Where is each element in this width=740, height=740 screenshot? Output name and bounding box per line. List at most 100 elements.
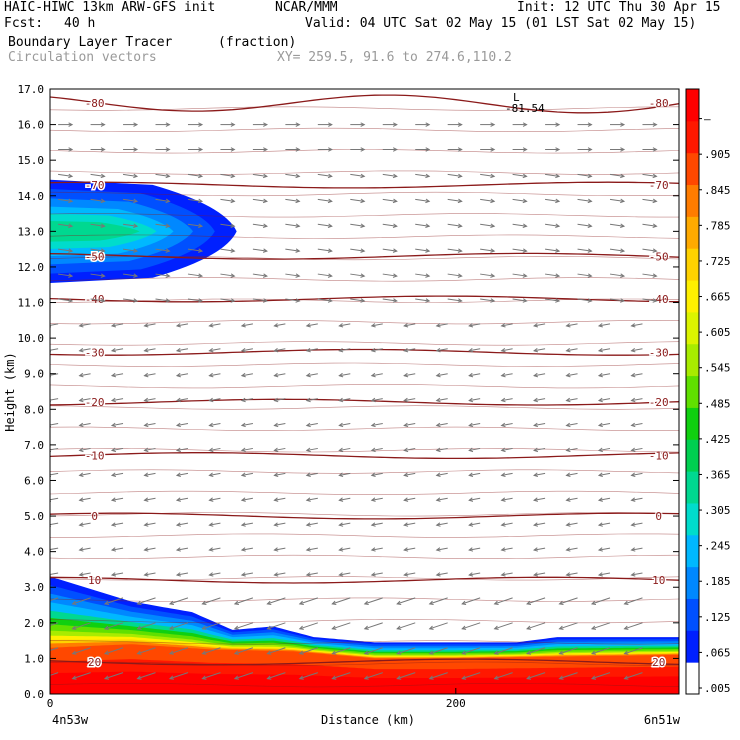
vector-head: [500, 547, 506, 552]
vector-shaft: [494, 597, 513, 605]
vector-shaft: [339, 497, 351, 501]
vector-head: [457, 248, 463, 253]
vector-head: [587, 122, 593, 127]
colorbar-swatch: [686, 280, 699, 313]
vector-shaft: [274, 348, 286, 352]
vector-head: [558, 625, 564, 630]
vector-shaft: [404, 497, 416, 501]
vector-shaft: [306, 398, 318, 402]
vector-shaft: [220, 198, 235, 202]
vector-shaft: [371, 547, 383, 551]
vector-shaft: [274, 423, 286, 427]
vector-head: [233, 600, 239, 605]
vector-shaft: [50, 423, 59, 426]
vector-shaft: [137, 672, 156, 680]
vector-head: [208, 372, 214, 378]
vector-shaft: [501, 572, 513, 576]
vector-head: [295, 173, 301, 179]
vector-shaft: [50, 497, 59, 501]
vector-shaft: [111, 447, 124, 451]
vector-head: [403, 348, 409, 353]
vector-shaft: [598, 547, 611, 551]
vector-head: [165, 173, 171, 179]
vector-shaft: [234, 672, 254, 680]
vector-head: [425, 122, 431, 127]
vector-head: [555, 273, 561, 278]
vector-shaft: [241, 447, 253, 451]
vector-shaft: [187, 298, 203, 302]
vector-shaft: [598, 398, 611, 402]
vector-shaft: [469, 373, 481, 377]
vector-head: [78, 472, 84, 477]
x-tick-label: 0: [47, 697, 54, 710]
vector-shaft: [104, 647, 124, 655]
vector-shaft: [339, 323, 351, 327]
contour-line-minor: [50, 512, 679, 517]
colorbar-swatch: [686, 439, 699, 472]
vector-head: [468, 422, 474, 428]
colorbar-swatch: [686, 502, 699, 536]
vector-shaft: [494, 647, 513, 655]
vector-head: [175, 447, 181, 453]
vector-head: [136, 625, 142, 630]
vector-shaft: [382, 248, 397, 252]
vector-shaft: [274, 398, 286, 402]
vector-head: [78, 547, 84, 552]
vector-head: [597, 348, 603, 353]
vector-shaft: [122, 273, 138, 277]
vector-head: [457, 173, 463, 179]
vector-head: [208, 348, 214, 353]
vector-head: [298, 675, 304, 680]
xy-cross-section-range: XY= 259.5, 91.6 to 274.6,110.2: [277, 50, 512, 65]
vector-shaft: [559, 597, 578, 605]
vector-shaft: [559, 647, 578, 655]
vector-shaft: [533, 447, 546, 451]
vector-head: [165, 223, 171, 228]
field-name: Boundary Layer Tracer: [8, 35, 173, 50]
vector-shaft: [559, 622, 578, 630]
contour-line-minor: [50, 469, 679, 474]
vector-shaft: [274, 522, 286, 526]
vector-shaft: [371, 423, 383, 427]
vector-head: [435, 572, 441, 577]
vector-shaft: [631, 497, 643, 501]
vector-shaft: [72, 672, 91, 680]
vector-head: [396, 625, 402, 630]
vector-head: [493, 650, 499, 655]
vector-head: [565, 472, 571, 477]
vector-head: [392, 273, 398, 278]
x-axis-label: Distance (km): [321, 713, 415, 727]
vector-head: [110, 422, 117, 428]
vector-shaft: [339, 522, 351, 526]
contour-line: [50, 398, 679, 406]
vector-head: [555, 298, 561, 303]
vector-head: [273, 447, 279, 453]
vector-shaft: [364, 647, 383, 655]
vector-shaft: [397, 647, 416, 655]
vector-head: [490, 122, 496, 127]
vector-shaft: [274, 497, 286, 501]
vector-head: [630, 372, 636, 378]
vector-shaft: [202, 622, 221, 630]
vector-shaft: [624, 597, 643, 605]
vector-shaft: [631, 323, 643, 327]
vector-head: [327, 173, 333, 179]
vector-head: [623, 600, 629, 605]
contour-line-minor: [50, 405, 679, 410]
vector-shaft: [415, 248, 430, 252]
vector-shaft: [339, 547, 351, 551]
vector-head: [360, 122, 366, 127]
vector-shaft: [50, 622, 59, 627]
vector-shaft: [241, 472, 253, 476]
vector-head: [100, 298, 106, 303]
vector-head: [587, 223, 593, 228]
vector-shaft: [234, 647, 254, 655]
vector-head: [457, 198, 463, 204]
vector-head: [425, 198, 431, 204]
vector-head: [533, 397, 539, 403]
vector-shaft: [501, 447, 513, 451]
vector-head: [468, 522, 474, 527]
vector-shaft: [545, 198, 560, 202]
vector-shaft: [598, 572, 611, 576]
vector-head: [435, 447, 441, 453]
